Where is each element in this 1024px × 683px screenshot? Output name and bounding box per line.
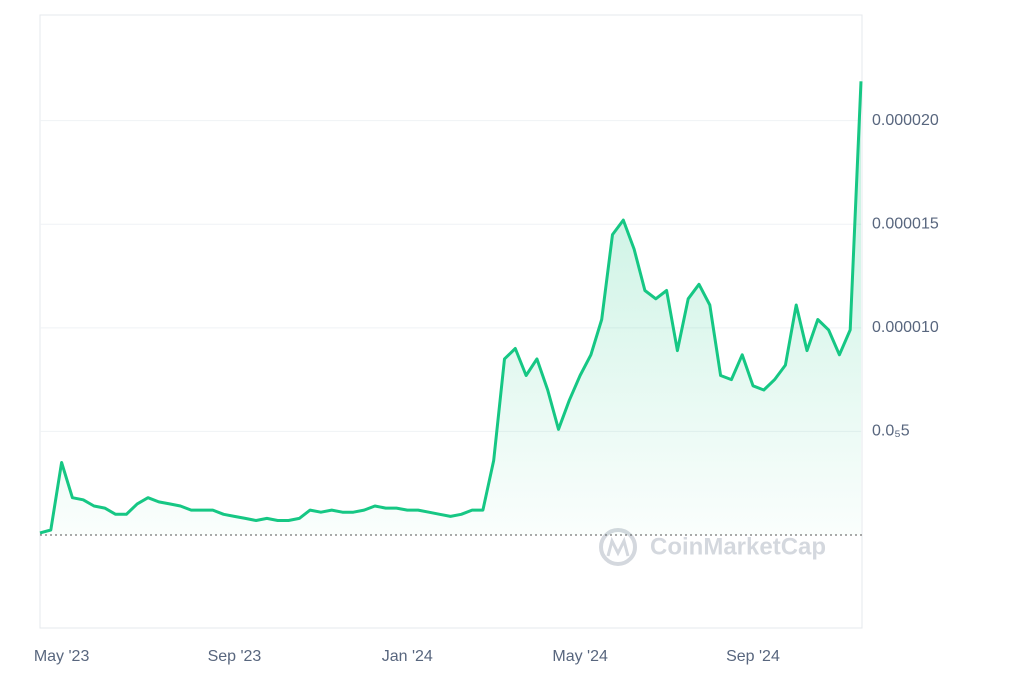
x-tick-label: May '23 [34,648,90,665]
watermark: CoinMarketCap [650,533,826,560]
x-tick-label: Jan '24 [382,648,433,665]
y-tick-label: 0.000020 [872,112,939,129]
x-tick-label: May '24 [552,648,608,665]
y-tick-label: 0.0₅5 [872,423,910,440]
area [40,81,861,536]
x-tick-label: Sep '23 [208,648,262,665]
x-tick-label: Sep '24 [726,648,780,665]
y-tick-label: 0.000010 [872,319,939,336]
line [39,81,863,535]
plot-frame [39,14,863,629]
y-tick-label: 0.000015 [872,215,939,232]
